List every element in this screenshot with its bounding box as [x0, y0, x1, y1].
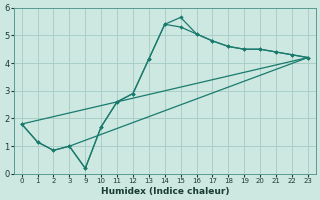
- X-axis label: Humidex (Indice chaleur): Humidex (Indice chaleur): [100, 187, 229, 196]
